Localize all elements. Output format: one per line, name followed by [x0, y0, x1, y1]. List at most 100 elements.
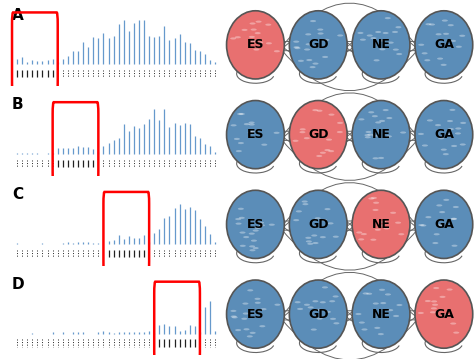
Circle shape [259, 325, 265, 327]
Circle shape [372, 115, 378, 117]
Circle shape [274, 304, 281, 306]
Circle shape [366, 293, 372, 295]
Circle shape [455, 132, 461, 135]
Circle shape [317, 28, 323, 31]
Circle shape [358, 118, 365, 120]
Circle shape [447, 133, 452, 135]
Circle shape [379, 120, 385, 122]
Circle shape [235, 329, 241, 331]
Circle shape [439, 211, 445, 213]
Text: NE: NE [372, 308, 391, 321]
Circle shape [320, 236, 326, 238]
Circle shape [322, 56, 328, 58]
Circle shape [305, 33, 311, 36]
Circle shape [294, 47, 301, 49]
Circle shape [315, 217, 321, 219]
Circle shape [238, 142, 244, 144]
Ellipse shape [227, 280, 284, 348]
Circle shape [293, 41, 299, 43]
Circle shape [368, 197, 374, 200]
Ellipse shape [415, 11, 473, 79]
Circle shape [362, 328, 367, 331]
Circle shape [320, 151, 326, 154]
Circle shape [375, 31, 381, 33]
Circle shape [249, 123, 255, 126]
Circle shape [254, 48, 259, 51]
Circle shape [429, 23, 435, 25]
Circle shape [251, 239, 257, 242]
Circle shape [238, 208, 244, 210]
Circle shape [257, 41, 263, 43]
Circle shape [358, 238, 364, 241]
Circle shape [421, 52, 428, 54]
Circle shape [373, 209, 379, 211]
Circle shape [460, 143, 466, 145]
Circle shape [425, 216, 431, 218]
Circle shape [249, 245, 255, 247]
Circle shape [400, 131, 406, 134]
Circle shape [261, 144, 267, 146]
Circle shape [365, 134, 370, 136]
Circle shape [436, 204, 442, 206]
Circle shape [317, 109, 322, 112]
Circle shape [451, 218, 457, 220]
Circle shape [361, 233, 367, 235]
Circle shape [448, 24, 454, 26]
Circle shape [381, 221, 387, 223]
Circle shape [247, 131, 254, 134]
Text: ES: ES [246, 218, 264, 231]
Ellipse shape [415, 280, 473, 348]
Circle shape [379, 289, 385, 291]
Circle shape [418, 133, 424, 135]
Circle shape [329, 300, 335, 302]
Circle shape [365, 131, 372, 133]
Circle shape [249, 22, 255, 24]
Circle shape [418, 44, 424, 46]
Ellipse shape [289, 101, 347, 169]
Circle shape [443, 33, 449, 35]
Circle shape [393, 315, 399, 317]
Circle shape [306, 59, 312, 61]
Ellipse shape [352, 11, 410, 79]
Text: GA: GA [434, 218, 454, 231]
Circle shape [318, 32, 324, 34]
Circle shape [293, 46, 300, 48]
Text: GD: GD [308, 308, 328, 321]
Circle shape [333, 322, 339, 325]
Circle shape [305, 237, 311, 239]
Circle shape [438, 137, 444, 139]
Circle shape [300, 128, 306, 130]
Circle shape [250, 332, 255, 334]
Circle shape [437, 224, 443, 226]
Circle shape [337, 34, 343, 37]
Circle shape [298, 60, 304, 62]
Text: GA: GA [434, 128, 454, 141]
Circle shape [296, 210, 302, 213]
Circle shape [425, 300, 431, 302]
Circle shape [236, 223, 242, 225]
Circle shape [365, 136, 371, 138]
Ellipse shape [352, 280, 410, 348]
Circle shape [261, 308, 266, 310]
Text: GD: GD [308, 128, 328, 141]
Text: NE: NE [372, 218, 391, 231]
Circle shape [383, 32, 389, 34]
Circle shape [328, 150, 334, 152]
Circle shape [451, 145, 457, 147]
Circle shape [435, 124, 441, 126]
Circle shape [451, 244, 457, 247]
Circle shape [230, 124, 237, 126]
Circle shape [312, 62, 319, 65]
Circle shape [459, 35, 465, 37]
Circle shape [322, 286, 328, 288]
Circle shape [326, 139, 332, 141]
Circle shape [248, 130, 255, 132]
Circle shape [449, 109, 456, 111]
Circle shape [333, 236, 339, 238]
Circle shape [453, 206, 459, 208]
Circle shape [308, 306, 314, 308]
Ellipse shape [352, 190, 410, 258]
Circle shape [255, 32, 261, 34]
Text: B: B [12, 97, 24, 112]
Text: ES: ES [246, 38, 264, 51]
